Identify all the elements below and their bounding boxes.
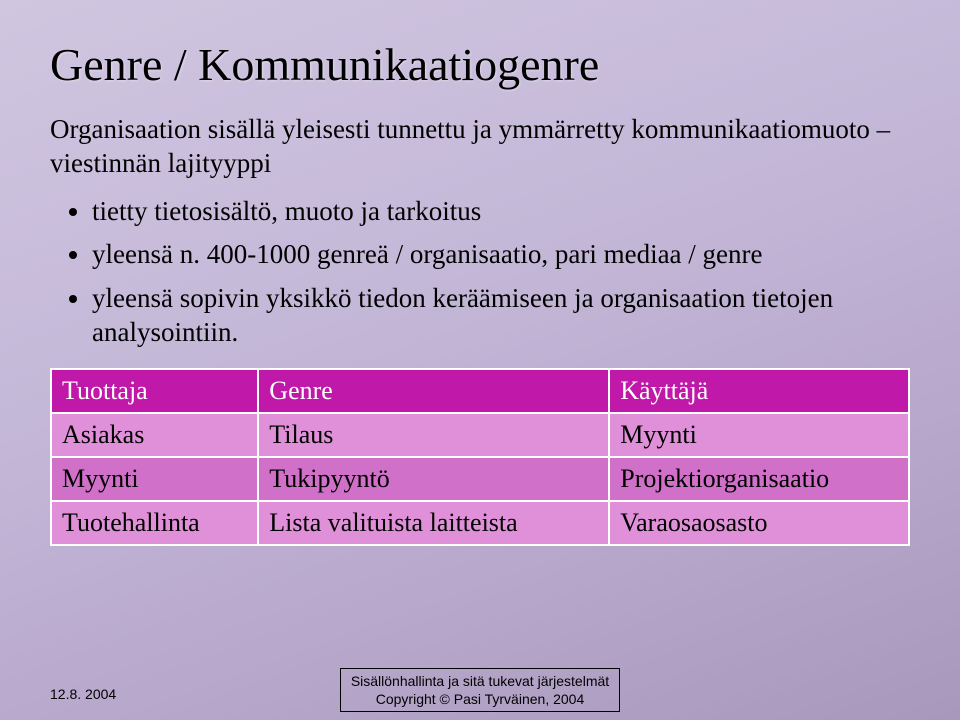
bullet-item: tietty tietosisältö, muoto ja tarkoitus xyxy=(92,195,910,229)
table-cell: Myynti xyxy=(51,457,258,501)
intro-text: Organisaation sisällä yleisesti tunnettu… xyxy=(50,113,910,181)
table-cell: Tuotehallinta xyxy=(51,501,258,545)
table-cell: Projektiorganisaatio xyxy=(609,457,909,501)
table-cell: Lista valituista laitteista xyxy=(258,501,609,545)
table-header-cell: Genre xyxy=(258,369,609,413)
genre-table: Tuottaja Genre Käyttäjä Asiakas Tilaus M… xyxy=(50,368,910,546)
table-cell: Tilaus xyxy=(258,413,609,457)
table-cell: Varaosaosasto xyxy=(609,501,909,545)
bullet-list: tietty tietosisältö, muoto ja tarkoitus … xyxy=(50,195,910,350)
table-row: Asiakas Tilaus Myynti xyxy=(51,413,909,457)
table-cell: Asiakas xyxy=(51,413,258,457)
bullet-item: yleensä n. 400-1000 genreä / organisaati… xyxy=(92,238,910,272)
table-header-row: Tuottaja Genre Käyttäjä xyxy=(51,369,909,413)
table-row: Tuotehallinta Lista valituista laitteist… xyxy=(51,501,909,545)
footer-box: Sisällönhallinta ja sitä tukevat järjest… xyxy=(340,668,620,712)
table-cell: Myynti xyxy=(609,413,909,457)
table-header-cell: Tuottaja xyxy=(51,369,258,413)
footer-line2: Copyright © Pasi Tyrväinen, 2004 xyxy=(376,691,585,707)
table-row: Myynti Tukipyyntö Projektiorganisaatio xyxy=(51,457,909,501)
footer-center: Sisällönhallinta ja sitä tukevat järjest… xyxy=(0,668,960,712)
slide-title: Genre / Kommunikaatiogenre xyxy=(50,38,910,91)
slide: Genre / Kommunikaatiogenre Organisaation… xyxy=(0,0,960,720)
bullet-item: yleensä sopivin yksikkö tiedon keräämise… xyxy=(92,282,910,350)
footer-line1: Sisällönhallinta ja sitä tukevat järjest… xyxy=(351,673,609,689)
table-header-cell: Käyttäjä xyxy=(609,369,909,413)
table-cell: Tukipyyntö xyxy=(258,457,609,501)
